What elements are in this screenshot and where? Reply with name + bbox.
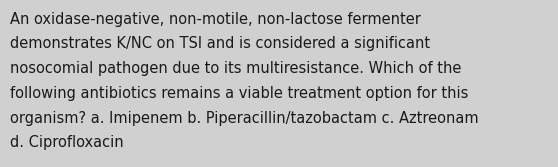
Text: nosocomial pathogen due to its multiresistance. Which of the: nosocomial pathogen due to its multiresi… — [10, 61, 461, 76]
Text: organism? a. Imipenem b. Piperacillin/tazobactam c. Aztreonam: organism? a. Imipenem b. Piperacillin/ta… — [10, 111, 479, 126]
Text: d. Ciprofloxacin: d. Ciprofloxacin — [10, 135, 124, 150]
Text: demonstrates K/NC on TSI and is considered a significant: demonstrates K/NC on TSI and is consider… — [10, 36, 430, 51]
Text: An oxidase-negative, non-motile, non-lactose fermenter: An oxidase-negative, non-motile, non-lac… — [10, 12, 421, 27]
Text: following antibiotics remains a viable treatment option for this: following antibiotics remains a viable t… — [10, 86, 468, 101]
